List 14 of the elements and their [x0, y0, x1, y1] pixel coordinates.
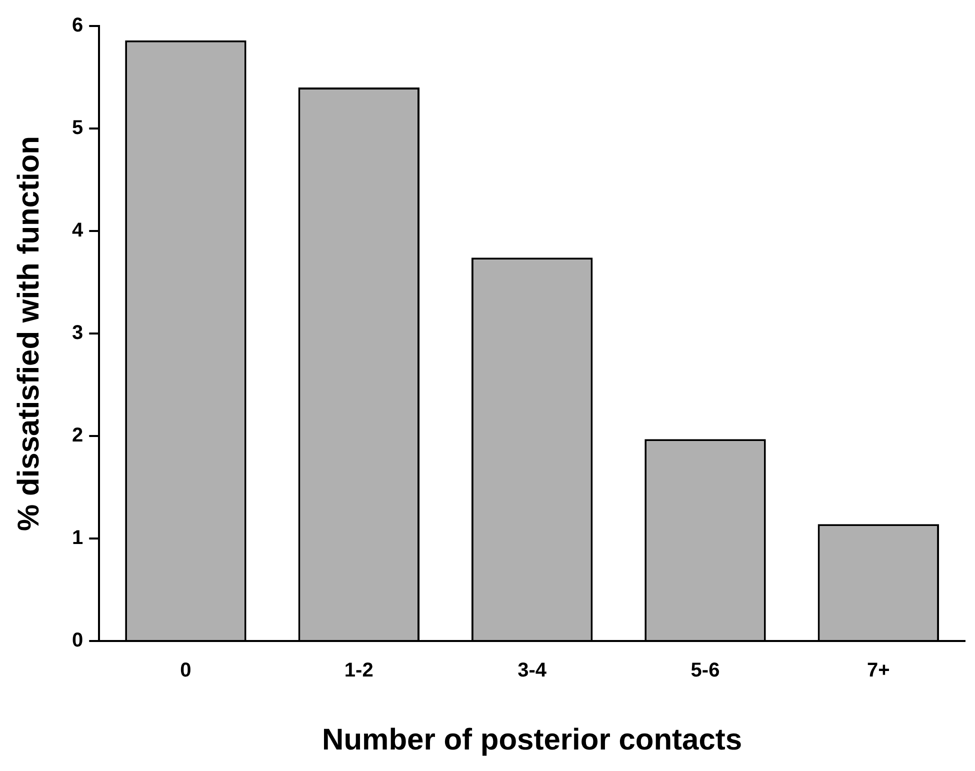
y-tick-label: 1 [72, 527, 84, 550]
x-tick-label: 7+ [867, 660, 890, 682]
y-tick-label: 0 [72, 630, 84, 652]
y-tick-label: 6 [72, 14, 84, 37]
x-tick-label: 5-6 [690, 660, 720, 682]
y-tick-label: 5 [72, 117, 84, 140]
x-tick-label: 1-2 [344, 660, 374, 682]
x-tick-label: 0 [180, 660, 192, 682]
x-axis-title: Number of posterior contacts [322, 723, 742, 756]
y-axis-title: % dissatisfied with function [12, 136, 46, 532]
y-tick-label: 2 [72, 424, 84, 447]
y-tick-label: 4 [72, 220, 84, 242]
y-tick-label: 3 [72, 322, 84, 344]
x-tick-label: 3-4 [518, 660, 548, 682]
